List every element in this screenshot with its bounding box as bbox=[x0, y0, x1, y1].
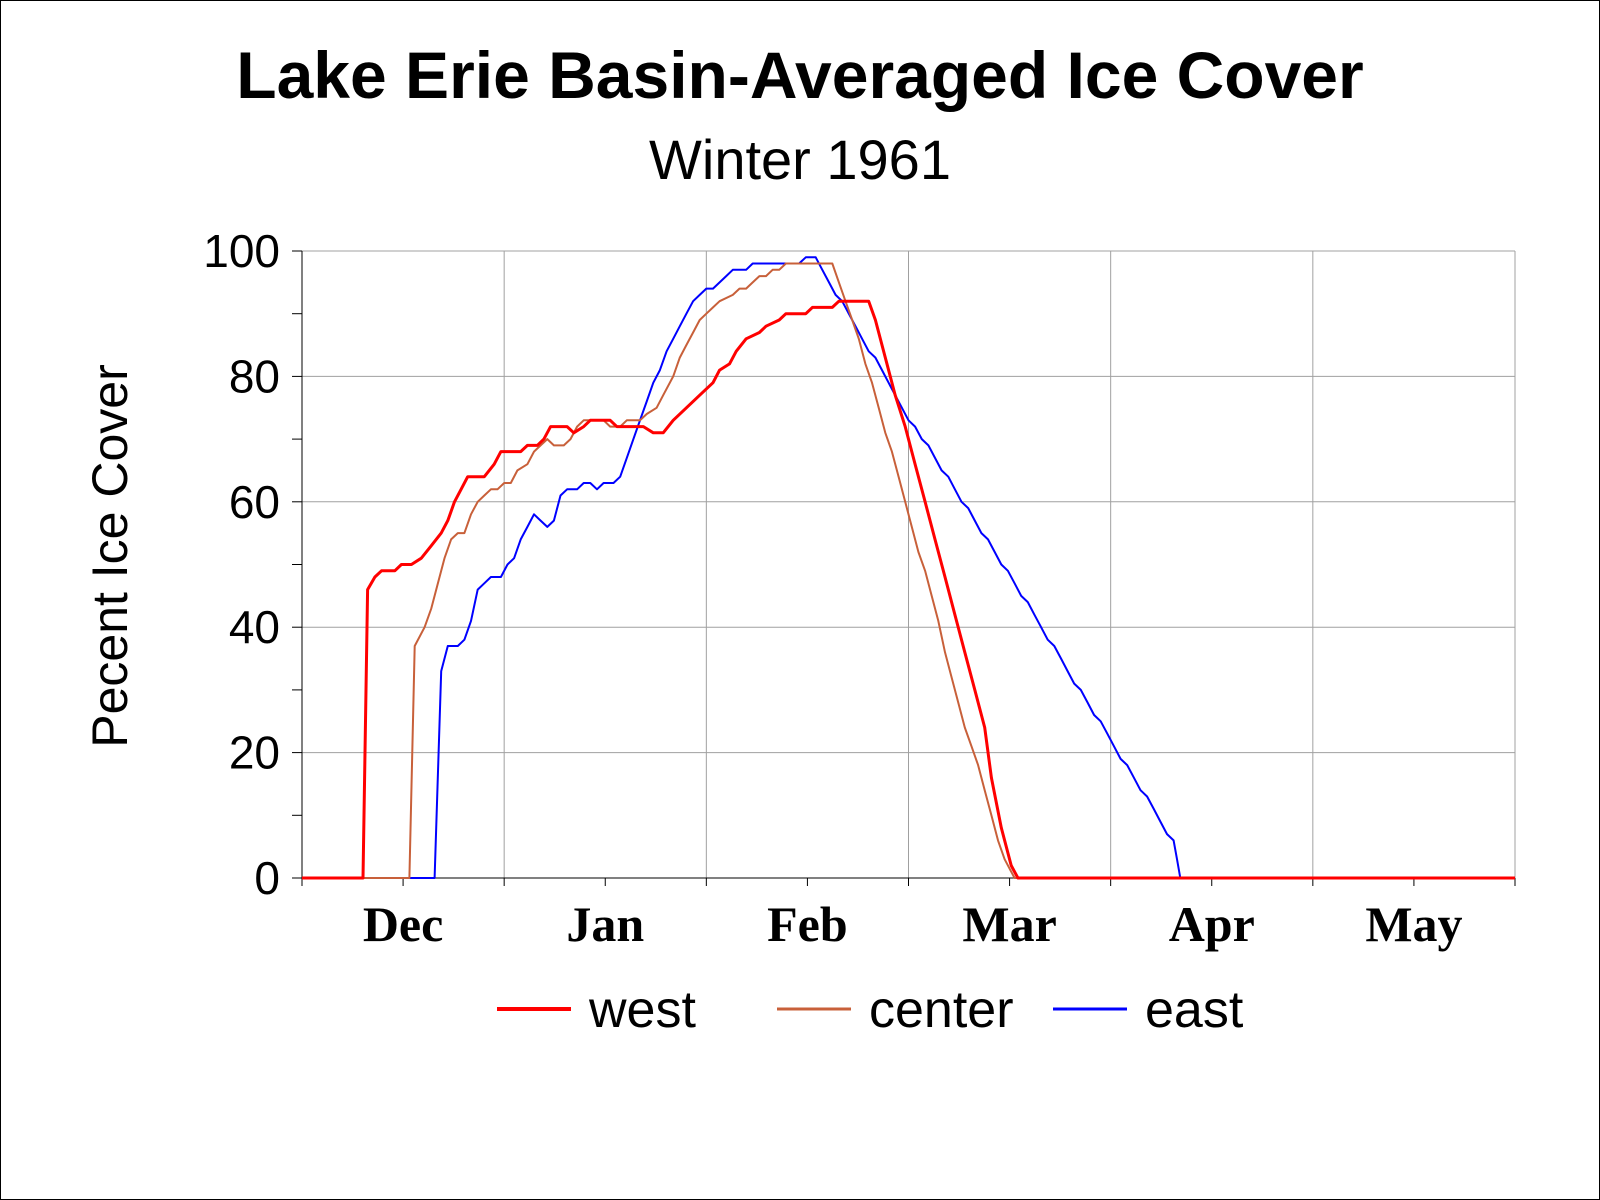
x-tick-label: Feb bbox=[767, 896, 848, 952]
grid-lines bbox=[302, 250, 1516, 878]
x-tick-label: Jan bbox=[566, 896, 644, 952]
series-line-east bbox=[302, 256, 1515, 879]
legend: west center east bbox=[497, 981, 1244, 1039]
legend-label-center: center bbox=[869, 981, 1014, 1039]
axes bbox=[292, 250, 1516, 886]
x-tick-label: May bbox=[1365, 896, 1462, 952]
data-series bbox=[302, 256, 1515, 880]
chart-title: Lake Erie Basin-Averaged Ice Cover bbox=[236, 38, 1363, 112]
y-tick-label: 60 bbox=[229, 476, 280, 528]
y-tick-label: 100 bbox=[203, 225, 280, 277]
x-tick-label: Apr bbox=[1169, 896, 1255, 952]
y-tick-labels: 0 20 40 60 80 100 bbox=[203, 225, 280, 904]
x-tick-label: Dec bbox=[363, 896, 444, 952]
legend-label-west: west bbox=[588, 981, 696, 1039]
series-line-center bbox=[302, 262, 1515, 879]
x-tick-labels: Dec Jan Feb Mar Apr May bbox=[363, 896, 1463, 952]
series-line-west bbox=[302, 299, 1515, 880]
y-tick-label: 40 bbox=[229, 601, 280, 653]
y-axis-label: Pecent Ice Cover bbox=[82, 364, 138, 748]
legend-label-east: east bbox=[1145, 981, 1244, 1039]
y-tick-label: 0 bbox=[254, 852, 280, 904]
y-tick-label: 20 bbox=[229, 727, 280, 779]
x-tick-label: Mar bbox=[962, 896, 1056, 952]
chart-subtitle: Winter 1961 bbox=[649, 128, 951, 191]
y-tick-label: 80 bbox=[229, 350, 280, 402]
